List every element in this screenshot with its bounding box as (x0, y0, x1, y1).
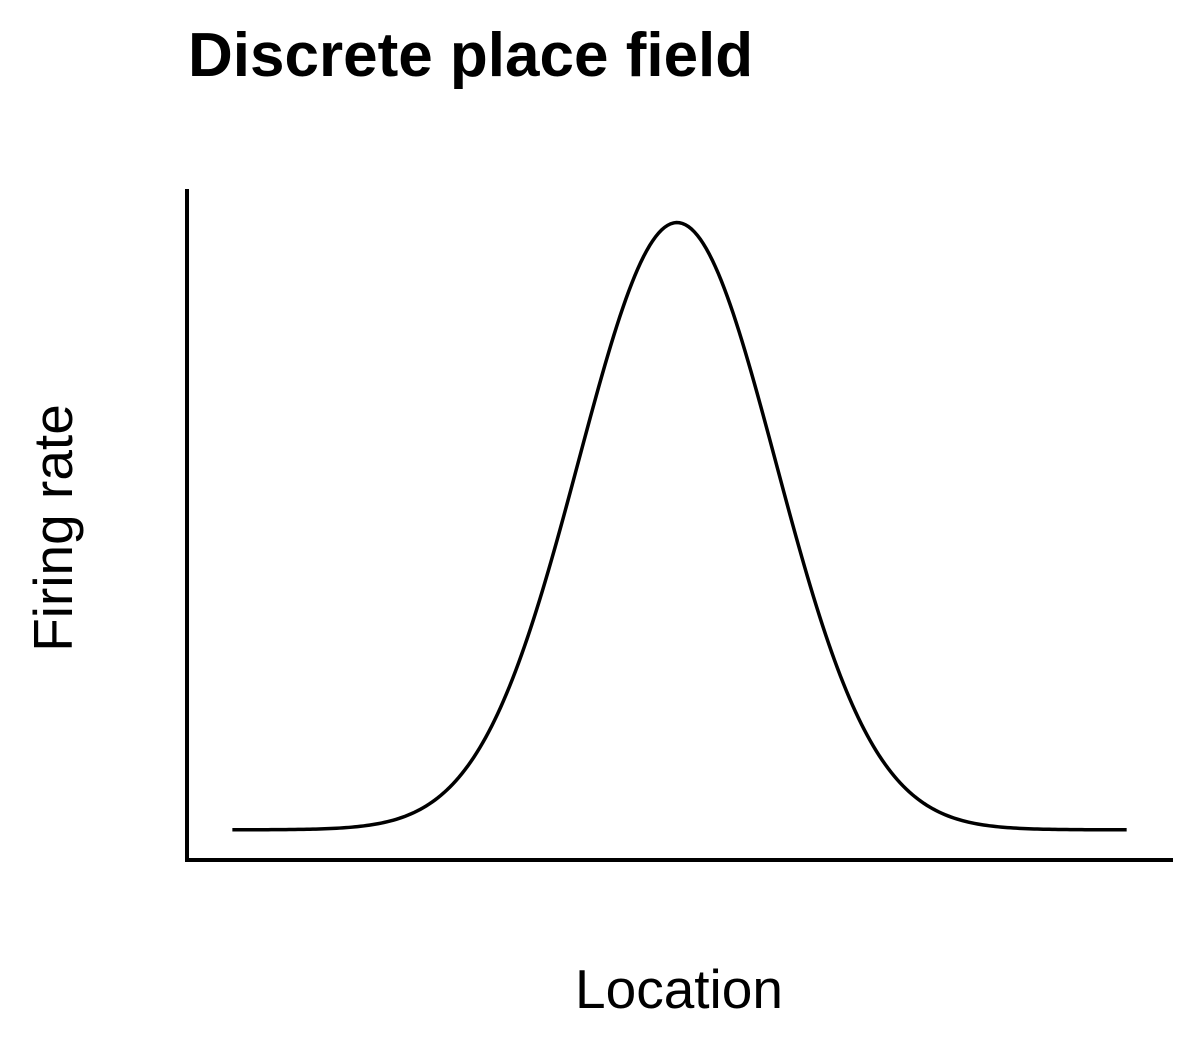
y-axis-label: Firing rate (22, 404, 84, 652)
place-field-curve (232, 220, 1127, 832)
x-axis-label: Location (575, 958, 783, 1020)
chart-title: Discrete place field (188, 21, 753, 90)
